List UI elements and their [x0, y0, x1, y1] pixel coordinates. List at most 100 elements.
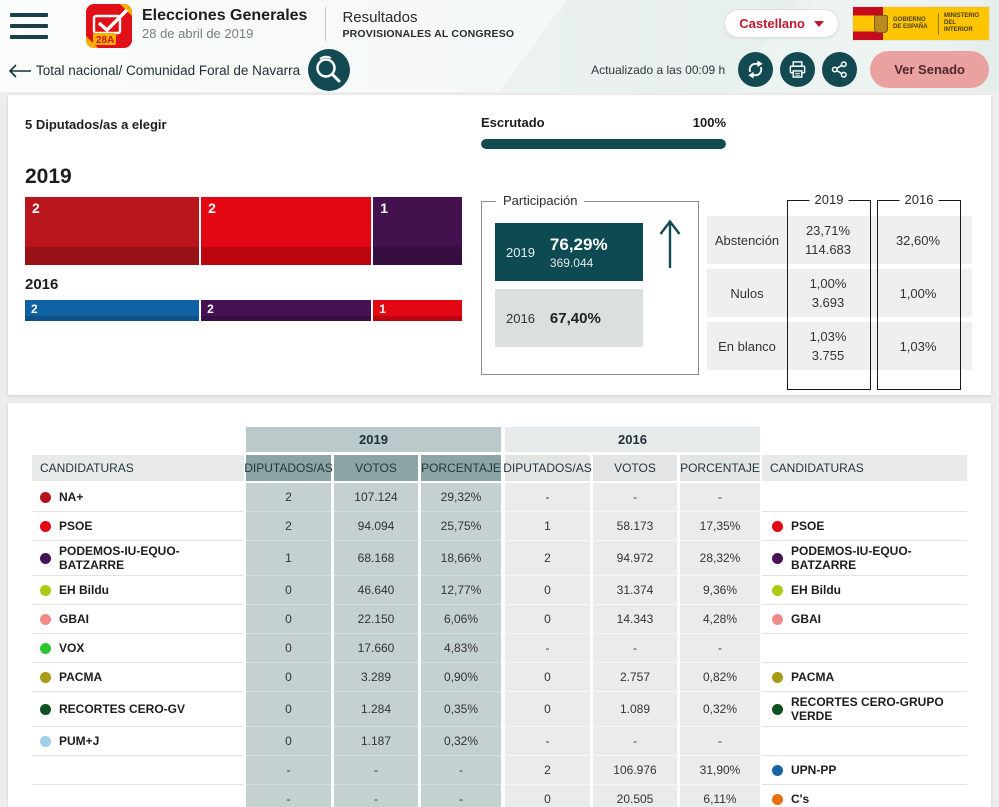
participation-2019-year: 2019: [506, 244, 535, 260]
party-name: RECORTES CERO-GV: [59, 702, 186, 716]
scrutiny-value: 100%: [692, 115, 726, 130]
group-header-2019: 2019: [246, 427, 501, 452]
votos-2016-cell: -: [593, 727, 677, 756]
search-button[interactable]: [308, 49, 351, 91]
header-votos-2019: VOTOS: [334, 455, 418, 481]
search-icon: [316, 55, 341, 83]
seat-count: 1: [380, 200, 389, 216]
party-color-dot: [772, 584, 783, 596]
participation-2019-percent: 76,29%: [549, 234, 608, 254]
votos-2019-cell: 46.640: [334, 576, 418, 605]
results-row: EH Bildu 0 46.640 12,77% 0 31.374 9,36% …: [32, 576, 967, 605]
party-color-dot: [772, 703, 783, 715]
participation-2019-votes: 369.044: [549, 255, 594, 270]
printer-icon: [789, 61, 806, 78]
scrutiny-block: Escrutado 100%: [481, 115, 726, 149]
votos-2016-cell: 14.343: [593, 605, 677, 634]
candidatura-left-cell: VOX: [32, 634, 244, 663]
brand: 28A Elecciones Generales 28 de abril de …: [86, 0, 514, 48]
votos-2019-cell: 3.289: [334, 663, 418, 692]
candidatura-left-cell: [32, 785, 244, 807]
trend-up-arrow-icon: [657, 218, 683, 275]
scrutiny-label: Escrutado: [481, 115, 545, 130]
votos-2016-cell: -: [593, 483, 677, 512]
votos-2019-cell: 68.168: [334, 541, 418, 576]
header-votos-2016: VOTOS: [593, 455, 677, 481]
refresh-button[interactable]: [738, 52, 774, 87]
votos-2019-cell: 94.094: [334, 512, 418, 541]
diputados-2019-cell: 0: [246, 634, 331, 663]
results-row: GBAI 0 22.150 6,06% 0 14.343 4,28% GBAI: [32, 605, 967, 634]
share-icon: [831, 61, 848, 78]
party-name: NA+: [59, 490, 84, 504]
refresh-icon: [748, 60, 763, 79]
candidatura-right-cell: [762, 727, 967, 756]
porcentaje-2016-cell: 4,28%: [680, 605, 760, 634]
porcentaje-2019-cell: -: [421, 785, 501, 807]
votos-2016-cell: -: [593, 634, 677, 663]
porcentaje-2019-cell: 29,32%: [421, 483, 501, 512]
diputados-2019-cell: 0: [246, 576, 331, 605]
table-body: NA+ 2 107.124 29,32% - - -: [32, 483, 967, 807]
candidatura-left-cell: GBAI: [32, 605, 244, 634]
party-color-dot: [772, 520, 783, 532]
ballot-2019-count: 3.755: [811, 348, 845, 363]
diputados-2016-cell: 2: [505, 541, 590, 576]
diputados-2016-cell: 1: [505, 512, 590, 541]
candidatura-right-cell: PSOE: [762, 512, 967, 541]
ballot-2016-percent: 1,00%: [899, 285, 937, 301]
candidatura-left-cell: PSOE: [32, 512, 244, 541]
elections-28a-logo-icon: 28A: [86, 4, 132, 48]
language-label: Castellano: [739, 16, 805, 31]
party-name: PSOE: [59, 519, 93, 533]
header-candidaturas-left: CANDIDATURAS: [32, 455, 244, 481]
back-arrow-icon[interactable]: [0, 60, 34, 81]
candidatura-right-cell: RECORTES CERO-GRUPO VERDE: [762, 692, 967, 727]
results-row: PACMA 0 3.289 0,90% 0 2.757 0,82% PACMA: [32, 663, 967, 692]
seat-segment: 2: [25, 197, 202, 265]
results-row: PUM+J 0 1.187 0,32% - - -: [32, 727, 967, 756]
party-color-dot: [772, 793, 783, 805]
print-button[interactable]: [780, 52, 816, 87]
senate-button[interactable]: Ver Senado: [870, 51, 989, 88]
language-selector[interactable]: Castellano: [724, 9, 839, 38]
header-porcentaje-2019: PORCENTAJE: [421, 455, 501, 481]
updated-timestamp: Actualizado a las 00:09 h: [591, 62, 726, 77]
header-candidaturas-right: CANDIDATURAS: [762, 455, 967, 481]
menu-button[interactable]: [10, 11, 48, 41]
toolbar: Total nacional/ Comunidad Foral de Navar…: [0, 48, 999, 92]
results-subtitle: PROVISIONALES AL CONGRESO: [342, 27, 515, 40]
diputados-2019-cell: 0: [246, 605, 331, 634]
party-color-dot: [40, 520, 51, 532]
diputados-2016-cell: -: [505, 634, 590, 663]
diputados-2019-cell: 0: [246, 727, 331, 756]
porcentaje-2016-cell: 17,35%: [680, 512, 760, 541]
porcentaje-2016-cell: 0,82%: [680, 663, 760, 692]
votos-2016-cell: 94.972: [593, 541, 677, 576]
diputados-2019-cell: 2: [246, 483, 331, 512]
government-logo: GOBIERNO DE ESPAÑA MINISTERIO DEL INTERI…: [853, 7, 989, 40]
porcentaje-2019-cell: 18,66%: [421, 541, 501, 576]
header-porcentaje-2016: PORCENTAJE: [680, 455, 760, 481]
diputados-2019-cell: -: [246, 756, 331, 785]
candidatura-left-cell: RECORTES CERO-GV: [32, 692, 244, 727]
diputados-2019-cell: 0: [246, 692, 331, 727]
porcentaje-2016-cell: -: [680, 634, 760, 663]
summary-card: 5 Diputados/as a elegir Escrutado 100% 2…: [8, 95, 991, 395]
app-header: 28A Elecciones Generales 28 de abril de …: [0, 0, 999, 48]
diputados-2016-cell: 0: [505, 576, 590, 605]
porcentaje-2019-cell: 25,75%: [421, 512, 501, 541]
share-button[interactable]: [822, 52, 858, 87]
votos-2019-cell: -: [334, 756, 418, 785]
candidatura-left-cell: [32, 756, 244, 785]
party-color-dot: [40, 642, 51, 654]
party-color-dot: [772, 613, 783, 625]
seatbar-2016: 2 2 1: [25, 300, 462, 322]
gov-text-1: GOBIERNO DE ESPAÑA: [893, 16, 928, 30]
votos-2019-cell: 107.124: [334, 483, 418, 512]
results-table: 2019 2016 CANDIDATURAS DIPUTADOS/AS VOTO…: [8, 403, 991, 807]
participation-2016: 2016 67,40%: [495, 289, 643, 347]
party-name: GBAI: [59, 612, 89, 626]
group-header-2016: 2016: [505, 427, 760, 452]
